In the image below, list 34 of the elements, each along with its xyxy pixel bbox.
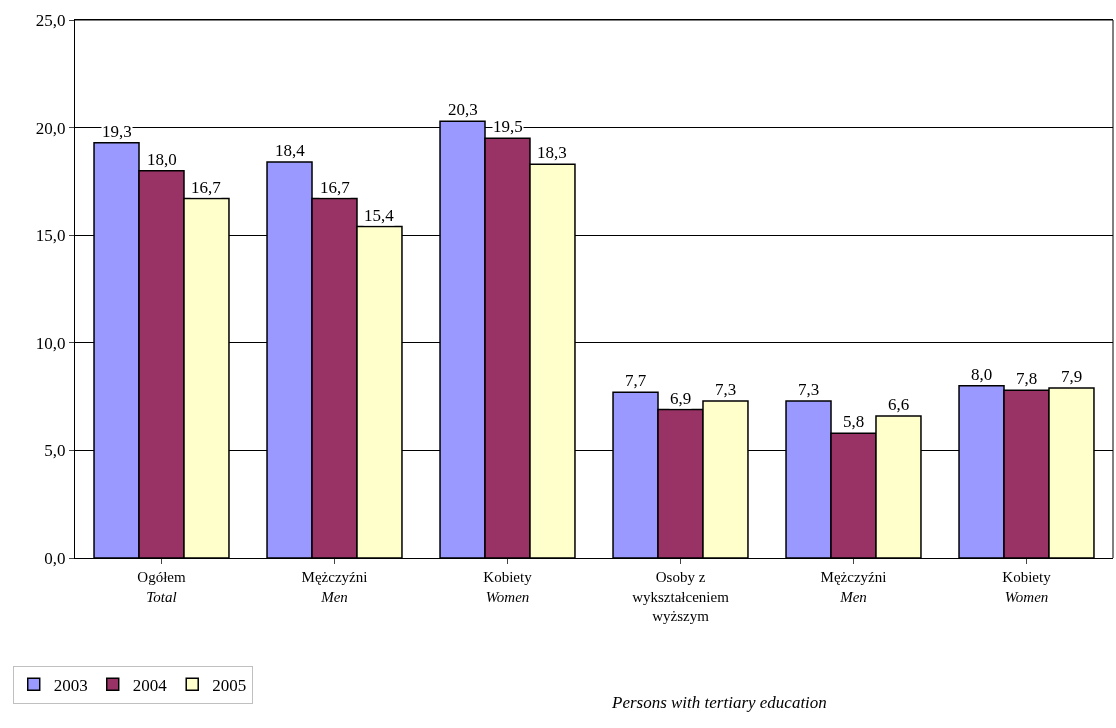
y-tick-label: 5,0 <box>44 441 66 461</box>
y-tick-label: 10,0 <box>35 333 66 353</box>
data-label: 7,7 <box>625 371 647 390</box>
data-label: 18,4 <box>275 141 306 160</box>
data-label: 20,3 <box>448 100 478 119</box>
data-label: 6,6 <box>888 395 910 414</box>
y-tick-label: 15,0 <box>35 226 66 246</box>
x-tick-label: Ogółem Total <box>137 569 186 605</box>
legend-label: 2004 <box>132 675 168 695</box>
x-tick-label: Kobiety Women <box>1002 569 1052 605</box>
data-label: 7,8 <box>1016 369 1038 388</box>
data-label: 18,3 <box>537 143 567 162</box>
text: Persons with tertiary education <box>611 693 827 712</box>
x-tick-label: Osoby z wykształceniem wyższym <box>632 569 730 624</box>
data-label: 7,3 <box>798 380 820 399</box>
data-label: 7,9 <box>1061 367 1083 386</box>
data-label: 5,8 <box>843 412 865 431</box>
y-tick-label: 20,0 <box>35 118 66 138</box>
legend-label: 2003 <box>53 675 88 695</box>
x-tick-label: Mężczyźni Men <box>820 569 887 605</box>
legend-label: 2005 <box>212 675 247 695</box>
y-tick-label: 0,0 <box>44 548 66 568</box>
data-label: 8,0 <box>971 365 993 384</box>
data-label: 7,3 <box>715 380 737 399</box>
data-label: 19,3 <box>102 122 132 141</box>
x-tick-label: Mężczyźni Men <box>301 569 368 605</box>
data-label: 18,0 <box>147 150 177 169</box>
data-label: 6,9 <box>670 389 692 408</box>
data-label: 16,7 <box>320 178 351 197</box>
data-label: 16,7 <box>191 178 222 197</box>
x-tick-label: Kobiety Women <box>483 569 533 605</box>
y-tick-label: 25,0 <box>35 10 66 30</box>
data-label: 15,4 <box>364 206 395 225</box>
data-label: 19,5 <box>493 117 523 136</box>
